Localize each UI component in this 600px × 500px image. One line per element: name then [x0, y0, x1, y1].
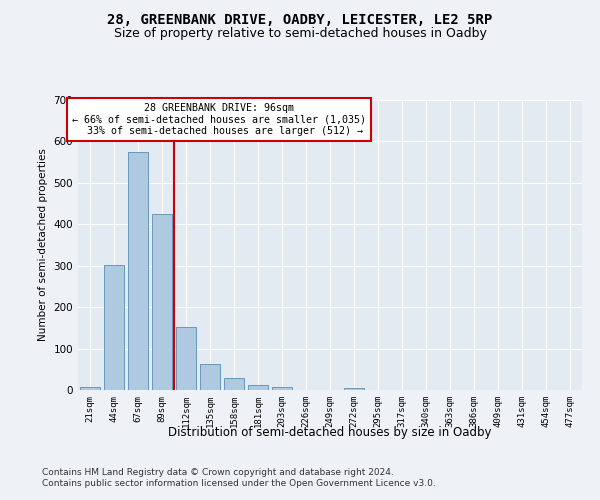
Bar: [104, 265, 124, 390]
Bar: [176, 327, 196, 390]
Text: Size of property relative to semi-detached houses in Oadby: Size of property relative to semi-detach…: [113, 28, 487, 40]
Bar: [80, 386, 100, 390]
Bar: [128, 152, 148, 390]
Bar: [224, 378, 244, 390]
Text: Contains HM Land Registry data © Crown copyright and database right 2024.
Contai: Contains HM Land Registry data © Crown c…: [42, 468, 436, 487]
Bar: [248, 385, 268, 390]
Text: Distribution of semi-detached houses by size in Oadby: Distribution of semi-detached houses by …: [168, 426, 492, 439]
Text: 28, GREENBANK DRIVE, OADBY, LEICESTER, LE2 5RP: 28, GREENBANK DRIVE, OADBY, LEICESTER, L…: [107, 12, 493, 26]
Bar: [344, 388, 364, 390]
Bar: [272, 387, 292, 390]
Bar: [200, 364, 220, 390]
Y-axis label: Number of semi-detached properties: Number of semi-detached properties: [38, 148, 48, 342]
Text: 28 GREENBANK DRIVE: 96sqm
← 66% of semi-detached houses are smaller (1,035)
  33: 28 GREENBANK DRIVE: 96sqm ← 66% of semi-…: [72, 103, 366, 136]
Bar: [152, 214, 172, 390]
